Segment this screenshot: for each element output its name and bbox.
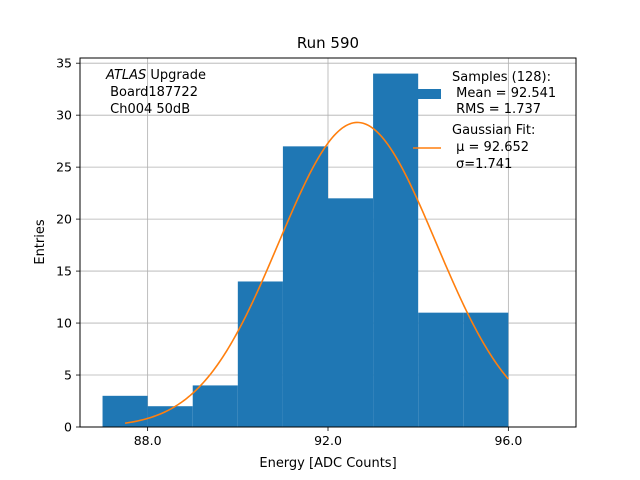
annotation-line-1: ATLAS Upgrade xyxy=(105,68,206,83)
legend-fit-title: Gaussian Fit: xyxy=(452,123,535,138)
y-tick-label-2: 10 xyxy=(56,316,72,331)
legend: Samples (128): Mean = 92.541 RMS = 1.737… xyxy=(413,70,556,172)
legend-samples-title: Samples (128): xyxy=(452,70,551,85)
histogram-bar-4 xyxy=(282,146,328,427)
atlas-label: ATLAS xyxy=(105,68,146,83)
y-tick-label-6: 30 xyxy=(56,108,72,123)
x-tick-label-1: 92.0 xyxy=(314,433,342,448)
y-tick-label-7: 35 xyxy=(56,56,72,71)
gaussian-fit xyxy=(124,121,509,424)
legend-samples-swatch xyxy=(413,89,441,99)
y-tick-label-0: 0 xyxy=(64,420,72,435)
chart-title: Run 590 xyxy=(297,34,359,52)
gaussian-fit-curve xyxy=(124,121,509,424)
y-tick-label-1: 5 xyxy=(64,368,72,383)
histogram-bar-5 xyxy=(328,198,374,427)
legend-samples-mean: Mean = 92.541 xyxy=(452,86,556,101)
x-tick-label-0: 88.0 xyxy=(134,433,162,448)
legend-fit-sigma: σ=1.741 xyxy=(456,157,512,172)
annotation-channel: Ch004 50dB xyxy=(106,102,190,117)
histogram-bar-0 xyxy=(102,395,148,427)
atlas-annotation: ATLAS Upgrade Board187722 Ch004 50dB xyxy=(105,68,206,117)
y-tick-label-3: 15 xyxy=(56,264,72,279)
x-tick-label-2: 96.0 xyxy=(494,433,522,448)
x-axis-label: Energy [ADC Counts] xyxy=(259,456,396,471)
axis-ticks: 88.0 92.0 96.0 0 5 10 15 20 25 30 35 xyxy=(56,56,522,448)
y-tick-label-5: 25 xyxy=(56,160,72,175)
upgrade-label: Upgrade xyxy=(146,68,206,83)
annotation-board: Board187722 xyxy=(106,85,198,100)
legend-samples-rms: RMS = 1.737 xyxy=(452,102,541,117)
legend-fit-mu: μ = 92.652 xyxy=(452,140,529,155)
histogram-bar-1 xyxy=(147,406,193,427)
histogram-bar-3 xyxy=(237,281,283,427)
histogram-bar-2 xyxy=(192,385,238,427)
histogram-bar-6 xyxy=(373,73,419,427)
y-tick-label-4: 20 xyxy=(56,212,72,227)
y-axis-label: Entries xyxy=(33,219,48,265)
histogram-bar-7 xyxy=(418,312,464,427)
histogram-bars xyxy=(102,73,509,427)
